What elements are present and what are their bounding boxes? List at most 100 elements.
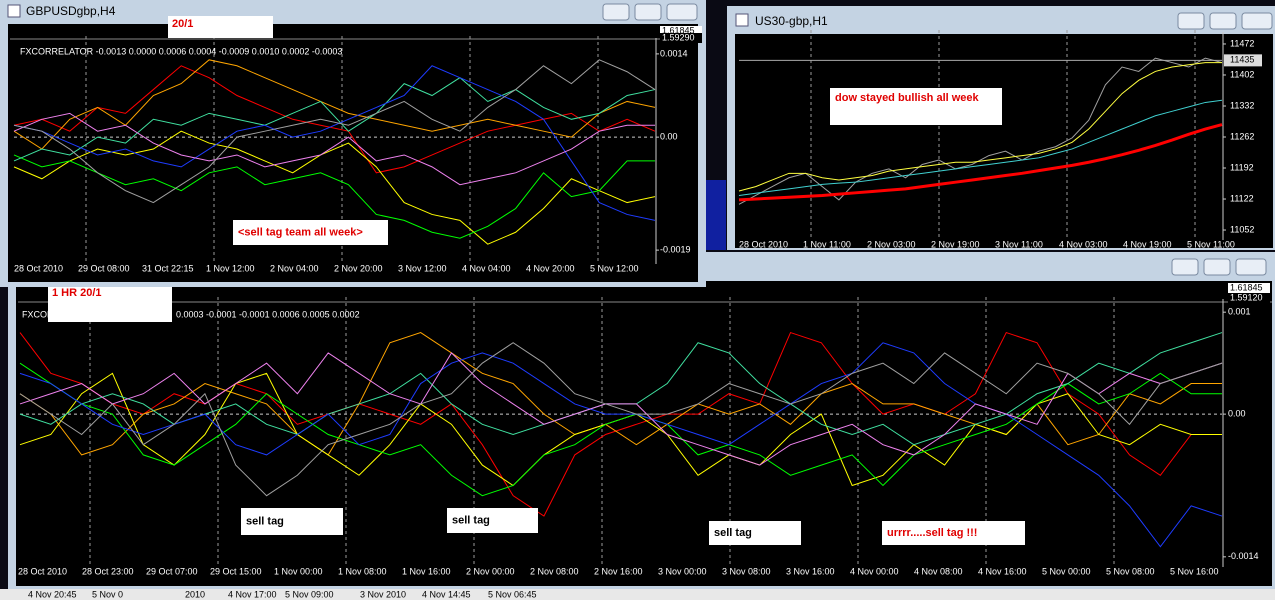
y-tick-label: 0.00 [660, 132, 678, 142]
time-label: 2 Nov 04:00 [270, 263, 319, 273]
note-box [168, 16, 273, 38]
indicator-label: FXCOR [22, 309, 54, 319]
price-label-box [660, 33, 702, 43]
time-label: 1 Nov 16:00 [402, 566, 451, 576]
price-label-box [660, 26, 702, 36]
window-title: GBPUSDgbp,H4 [26, 4, 116, 18]
taskbar-label: 5 Nov 09:00 [285, 589, 334, 599]
indicator-line [13, 65, 656, 174]
taskbar-label: 2010 [185, 589, 205, 599]
window-icon [7, 4, 21, 18]
annotation-box [830, 88, 1002, 125]
price-label: 1.59290 [662, 32, 695, 42]
y-tick-label: 11262 [1230, 131, 1254, 141]
annotation-text: <sell tag team all week> [238, 226, 363, 238]
time-label: 2 Nov 08:00 [530, 566, 579, 576]
minimize-button[interactable] [602, 3, 630, 21]
window-icon [735, 13, 749, 27]
indicator-line [13, 59, 656, 150]
annotation-box [233, 220, 388, 245]
price-label-box [1228, 283, 1270, 293]
annotation-box [447, 508, 538, 533]
time-label: 4 Nov 20:00 [526, 263, 575, 273]
time-label: 29 Oct 08:00 [78, 263, 130, 273]
y-tick-label: 11052 [1230, 224, 1254, 234]
indicator-line [13, 59, 656, 204]
time-label: 4 Nov 19:00 [1123, 239, 1172, 249]
taskbar-label: 5 Nov 0 [92, 589, 123, 599]
taskbar-label: 4 Nov 20:45 [28, 589, 77, 599]
annotation-box [241, 508, 343, 535]
time-label: 4 Nov 00:00 [850, 566, 899, 576]
maximize-button[interactable] [1203, 258, 1231, 276]
time-label: 2 Nov 20:00 [334, 263, 383, 273]
time-label: 28 Oct 2010 [14, 263, 63, 273]
price-label: 1.61845 [1230, 282, 1263, 292]
annotation-text: sell tag [246, 515, 284, 527]
window-title: US30-gbp,H1 [755, 14, 828, 28]
minimize-button[interactable] [1171, 258, 1199, 276]
time-label: 5 Nov 08:00 [1106, 566, 1155, 576]
time-label: 4 Nov 16:00 [978, 566, 1027, 576]
time-label: 29 Oct 07:00 [146, 566, 198, 576]
time-label: 2 Nov 16:00 [594, 566, 643, 576]
time-label: 3 Nov 16:00 [786, 566, 835, 576]
indicator-line [13, 112, 655, 186]
indicator-line [19, 362, 1222, 497]
time-label: 5 Nov 00:00 [1042, 566, 1091, 576]
window-1hr: 28 Oct 2010 28 Oct 23:00 29 Oct 07:00 29 Oc… [8, 252, 1275, 590]
maximize-button[interactable] [634, 3, 662, 21]
time-label: 4 Nov 08:00 [914, 566, 963, 576]
note-box [48, 285, 172, 322]
y-tick-label: 0.00 [1228, 408, 1246, 418]
time-label: 5 Nov 16:00 [1170, 566, 1219, 576]
taskbar-bg [0, 589, 1275, 600]
annotation-text: dow stayed bullish all week [835, 92, 980, 104]
price-label-box [1228, 293, 1270, 303]
taskbar-label: 3 Nov 2010 [360, 589, 406, 599]
time-label: 1 Nov 00:00 [274, 566, 323, 576]
time-label: 1 Nov 11:00 [803, 239, 851, 249]
current-price-box [1224, 54, 1262, 67]
y-tick-label: 0.001 [1228, 307, 1251, 317]
indicator-line [738, 123, 1223, 202]
time-label: 5 Nov 11:00 [1187, 239, 1235, 249]
y-tick-label: 11472 [1230, 38, 1254, 48]
taskbar-label: 4 Nov 17:00 [228, 589, 277, 599]
close-button[interactable] [1235, 258, 1267, 276]
window-gbpusd: GBPUSDgbp,H4 28 Oct 2010 29 Oct 08:00 31 O… [0, 0, 706, 287]
time-label: 3 Nov 08:00 [722, 566, 771, 576]
note-text: 20/1 [172, 18, 193, 30]
maximize-button[interactable] [1209, 12, 1237, 30]
note-text: 1 HR 20/1 [52, 287, 102, 299]
indicator-line [13, 154, 655, 239]
minimize-button[interactable] [1177, 12, 1205, 30]
price-label: 1.61845 [662, 25, 695, 35]
y-tick-label: -0.0014 [1228, 551, 1259, 561]
time-label: 2 Nov 00:00 [466, 566, 515, 576]
close-button[interactable] [666, 3, 698, 21]
indicator-line [13, 65, 656, 221]
close-button[interactable] [1241, 12, 1273, 30]
indicator-label: FXCORRELATOR -0.0013 0.0000 0.0006 0.000… [20, 46, 342, 56]
time-label: 3 Nov 00:00 [658, 566, 707, 576]
chart-area [735, 34, 1273, 248]
time-label: 3 Nov 11:00 [995, 239, 1043, 249]
indicator-line [13, 130, 656, 245]
annotation-box [709, 521, 801, 545]
y-tick-label: 0.0014 [660, 48, 688, 58]
time-label: 28 Oct 2010 [739, 239, 788, 249]
window-us30: US30-gbp,H1 28 Oct 2010 1 Nov 11:00 2 Nov … [727, 6, 1275, 250]
time-label: 29 Oct 15:00 [210, 566, 262, 576]
time-label: 5 Nov 12:00 [590, 263, 639, 273]
taskbar: 4 Nov 20:45 5 Nov 0 2010 4 Nov 17:00 5 Nov 0… [0, 589, 1275, 600]
indicator-line [19, 352, 1223, 466]
annotation-text: sell tag [452, 514, 490, 526]
time-label: 2 Nov 03:00 [867, 239, 916, 249]
indicator-line [738, 99, 1223, 196]
y-tick-label: -0.0019 [660, 244, 691, 254]
time-label: 4 Nov 03:00 [1059, 239, 1108, 249]
current-price-label: 11435 [1230, 55, 1254, 65]
annotation-text: sell tag [714, 527, 752, 539]
